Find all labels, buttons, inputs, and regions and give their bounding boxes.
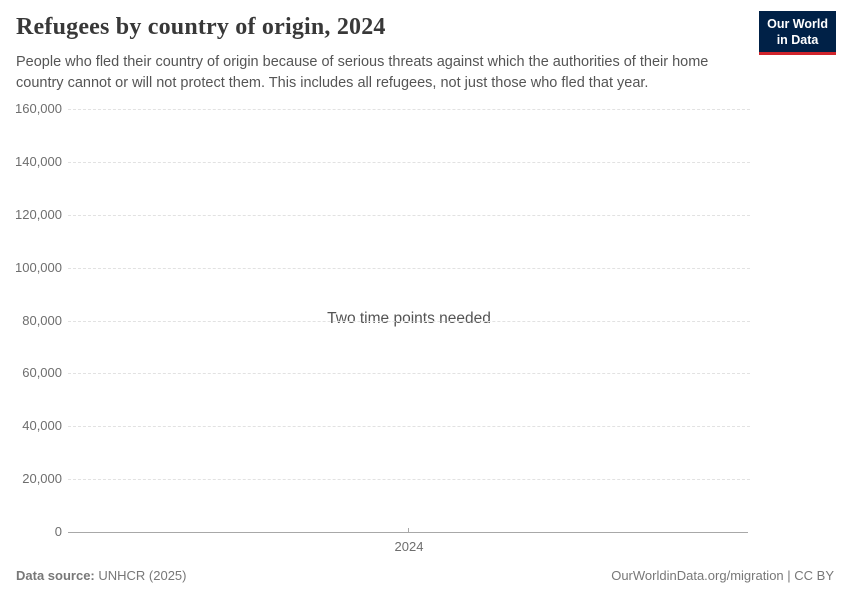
chart-footer: Data source: UNHCR (2025) OurWorldinData… [16,568,834,583]
y-gridline [68,267,750,269]
data-source-value: UNHCR (2025) [94,568,187,583]
y-gridline [68,161,750,163]
y-gridline [68,320,750,322]
page-title: Refugees by country of origin, 2024 [16,14,386,40]
y-tick-label: 60,000 [22,365,62,381]
x-tick-label: 2024 [394,539,424,554]
chart-subtitle: People who fled their country of origin … [16,54,709,91]
y-tick-label: 0 [54,524,62,539]
data-source-label: Data source: [16,568,95,583]
y-gridline [68,479,750,481]
y-tick-label: 120,000 [15,206,62,222]
x-tick-mark [408,528,409,533]
data-source-note: Data source: UNHCR (2025) [16,568,187,583]
y-gridline [68,373,750,375]
y-tick-label: 20,000 [22,471,62,487]
attribution-note: OurWorldinData.org/migration | CC BY [611,568,834,583]
y-gridline [68,109,750,110]
y-gridline [68,214,750,216]
y-tick-label: 160,000 [15,101,62,116]
owid-logo-line2: in Data [776,33,819,47]
y-tick-label: 80,000 [22,312,62,328]
y-gridline [68,426,750,428]
owid-logo-line1: Our World [767,17,828,31]
y-tick-label: 100,000 [15,259,62,275]
y-tick-label: 140,000 [15,153,62,169]
owid-logo[interactable]: Our World in Data [759,11,836,55]
y-tick-label: 40,000 [22,418,62,434]
chart-empty-message: Two time points needed [317,309,501,328]
empty-message-container: Two time points needed [68,309,750,328]
